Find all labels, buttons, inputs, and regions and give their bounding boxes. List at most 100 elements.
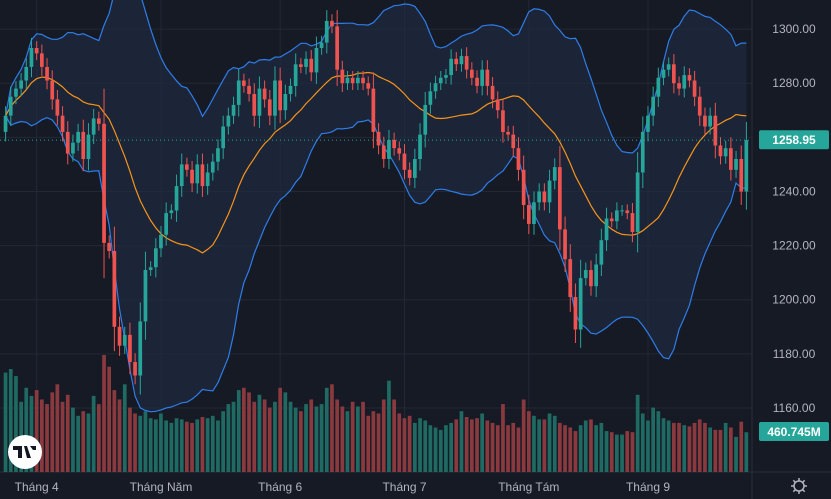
y-tick-label: 1280.00	[772, 76, 816, 90]
candle	[552, 158, 557, 190]
band-fill	[5, 0, 747, 412]
settings-gear-icon[interactable]	[791, 478, 807, 494]
candle-body	[330, 20, 334, 27]
candle	[299, 58, 303, 74]
candle	[40, 44, 44, 76]
last-volume-tag: 460.745M	[759, 422, 829, 441]
candle	[651, 86, 655, 126]
candle-body	[697, 96, 702, 116]
candle	[3, 106, 8, 142]
volume-bar	[143, 411, 148, 472]
volume-bar	[625, 431, 630, 472]
volume-bar	[247, 392, 251, 472]
candle-body	[195, 164, 200, 184]
candle-body	[640, 131, 645, 173]
candle	[542, 183, 547, 211]
candle	[433, 75, 438, 99]
volume-bar	[532, 415, 536, 472]
tradingview-logo[interactable]	[8, 435, 42, 469]
candle	[8, 86, 13, 126]
candle	[122, 326, 127, 354]
candle-body	[423, 104, 428, 135]
volume-bar	[692, 422, 697, 472]
candle	[45, 58, 49, 90]
candle-body	[594, 264, 598, 287]
volume-bar	[107, 366, 111, 472]
candle	[200, 153, 205, 197]
candle	[361, 71, 365, 90]
volume-bar	[703, 422, 707, 472]
volume-bar	[29, 395, 34, 472]
candle-body	[128, 334, 132, 362]
candle-body	[216, 148, 220, 162]
candle	[744, 121, 749, 210]
candle-body	[604, 218, 609, 241]
candle	[226, 107, 231, 135]
candle	[102, 88, 106, 279]
candle-body	[159, 234, 163, 249]
candle-body	[257, 88, 262, 116]
y-tick-label: 1200.00	[772, 293, 816, 307]
candle-body	[309, 58, 314, 73]
x-tick-label: Tháng Năm	[130, 480, 193, 494]
candle-body	[107, 242, 111, 251]
volume-bar	[86, 413, 91, 472]
volume-bar	[314, 406, 319, 472]
candle	[635, 152, 640, 253]
candle-body	[221, 126, 225, 149]
volume-bar	[174, 418, 179, 472]
volume-bar	[594, 425, 598, 472]
candle-body	[76, 131, 80, 143]
candle-body	[273, 80, 277, 116]
candle	[687, 68, 692, 88]
candle	[428, 82, 433, 114]
volume-bar	[205, 418, 210, 472]
candle-body	[185, 164, 189, 170]
candle-body	[226, 115, 231, 127]
candle-body	[413, 159, 417, 178]
volume-bar	[402, 418, 407, 472]
candle	[568, 244, 573, 312]
candle-body	[366, 83, 371, 89]
time-axis[interactable]: Tháng 4 Tháng Năm Tháng 6 Tháng 7 Tháng Tám T…	[15, 480, 671, 494]
volume-bar	[356, 406, 360, 472]
volume-bar	[552, 415, 557, 472]
volume-bar	[169, 422, 174, 472]
last-price-label: 1258.95	[772, 133, 816, 147]
x-tick-label: Tháng 4	[15, 480, 59, 494]
candle-body	[506, 131, 510, 135]
candle	[267, 90, 272, 126]
candle	[319, 35, 324, 55]
volume-bar	[661, 418, 666, 472]
candle-body	[625, 210, 630, 214]
volume-bar	[501, 404, 505, 472]
volume-bar	[563, 425, 567, 472]
candle-body	[50, 80, 55, 100]
candle	[210, 153, 215, 181]
candle	[470, 62, 474, 86]
candle	[231, 96, 236, 124]
candle	[594, 253, 598, 297]
volume-bar	[97, 404, 101, 472]
candle	[630, 203, 635, 243]
candle	[573, 283, 578, 343]
candle	[262, 80, 267, 108]
candle-body	[262, 88, 267, 100]
volume-bar	[604, 431, 609, 472]
candle-body	[356, 77, 360, 84]
candle-body	[190, 169, 194, 184]
candle-body	[444, 75, 448, 78]
candle-body	[573, 297, 578, 330]
candle	[682, 66, 687, 98]
candle	[532, 191, 536, 235]
volume-bar	[729, 427, 733, 472]
candle-body	[677, 83, 681, 89]
volume-bar	[8, 369, 13, 472]
volume-bar	[159, 413, 163, 472]
volume-bar	[568, 427, 573, 472]
candle	[345, 71, 350, 90]
candle-body	[433, 83, 438, 92]
candle	[164, 202, 168, 246]
volume-bar	[366, 415, 371, 472]
candle	[640, 116, 645, 189]
